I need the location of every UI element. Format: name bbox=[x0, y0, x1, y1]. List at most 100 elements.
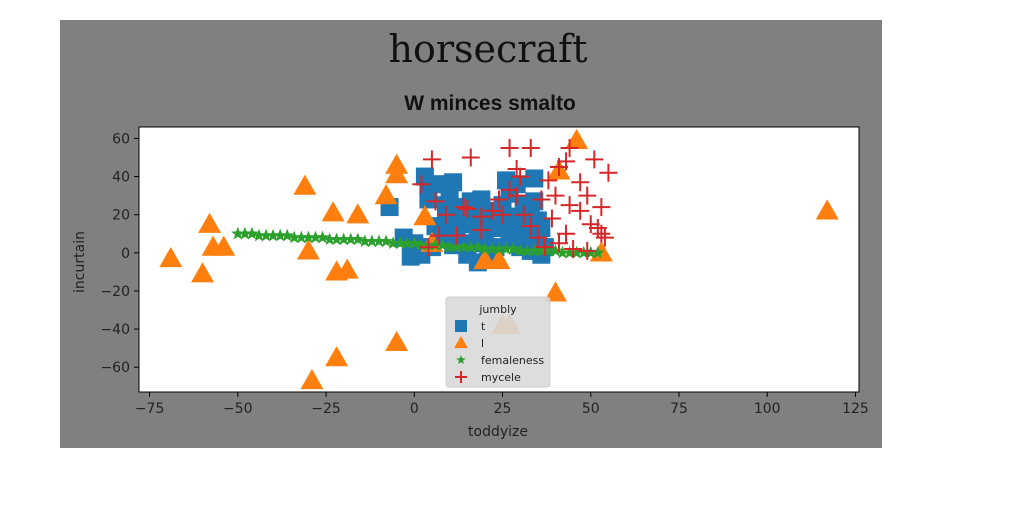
data-point-mycele bbox=[437, 205, 456, 224]
data-point-femaleness bbox=[457, 240, 471, 253]
data-point-femaleness bbox=[365, 234, 379, 248]
data-point-mycele bbox=[564, 240, 583, 259]
data-point-mycele bbox=[571, 201, 590, 220]
data-point-femaleness bbox=[414, 238, 428, 251]
data-point-l bbox=[159, 247, 183, 268]
data-point-mycele bbox=[557, 224, 576, 243]
y-tick-label: −40 bbox=[100, 322, 130, 338]
data-point-mycele bbox=[521, 138, 540, 157]
data-point-l bbox=[565, 128, 589, 149]
data-point-mycele bbox=[542, 209, 561, 228]
data-point-femaleness bbox=[471, 240, 485, 253]
data-point-mycele bbox=[454, 198, 473, 217]
data-point-l bbox=[374, 184, 398, 205]
legend-box bbox=[445, 296, 551, 388]
data-point-femaleness bbox=[379, 234, 393, 248]
y-tick-label: −60 bbox=[100, 360, 130, 376]
data-point-femaleness bbox=[386, 236, 400, 249]
data-point-mycele bbox=[528, 228, 547, 247]
data-point-mycele bbox=[539, 171, 558, 190]
data-point-mycele bbox=[507, 159, 526, 178]
data-point-t bbox=[444, 173, 463, 192]
data-point-mycele bbox=[571, 173, 590, 192]
data-point-femaleness bbox=[287, 230, 301, 244]
x-tick-label: −50 bbox=[223, 401, 253, 417]
data-point-mycele bbox=[507, 186, 526, 205]
data-point-femaleness bbox=[527, 243, 541, 257]
data-point-femaleness bbox=[435, 238, 450, 251]
data-point-femaleness bbox=[584, 245, 598, 259]
legend-marker-l bbox=[454, 336, 468, 349]
legend-title: jumbly bbox=[478, 303, 517, 316]
x-tick-label: 100 bbox=[754, 401, 781, 417]
data-point-femaleness bbox=[238, 226, 252, 240]
x-tick-label: 0 bbox=[410, 401, 419, 417]
data-point-femaleness bbox=[400, 236, 414, 249]
data-point-femaleness bbox=[407, 236, 421, 249]
data-point-l bbox=[325, 346, 349, 367]
data-point-mycele bbox=[490, 190, 508, 209]
series-mycele bbox=[412, 138, 618, 260]
data-point-femaleness bbox=[266, 228, 280, 242]
data-point-l bbox=[346, 203, 370, 224]
data-point-femaleness bbox=[464, 240, 478, 253]
data-point-t bbox=[525, 192, 544, 211]
legend-marker-femaleness bbox=[456, 355, 466, 364]
data-point-femaleness bbox=[337, 232, 351, 246]
data-point-l bbox=[543, 281, 567, 302]
data-point-femaleness bbox=[308, 230, 323, 244]
data-point-femaleness bbox=[315, 230, 330, 244]
data-points bbox=[159, 128, 839, 390]
data-point-mycele bbox=[546, 186, 565, 205]
legend-label-mycele: mycele bbox=[481, 371, 521, 384]
data-point-femaleness bbox=[520, 243, 534, 257]
data-point-mycele bbox=[535, 238, 554, 257]
data-point-femaleness bbox=[485, 242, 499, 255]
legend-label-t: t bbox=[481, 320, 486, 333]
data-point-mycele bbox=[419, 238, 438, 257]
data-point-femaleness bbox=[534, 243, 548, 257]
data-point-femaleness bbox=[358, 234, 372, 248]
data-point-mycele bbox=[482, 201, 501, 220]
data-point-femaleness bbox=[499, 242, 513, 255]
data-point-l bbox=[321, 201, 345, 222]
data-point-mycele bbox=[472, 220, 491, 239]
data-point-mycele bbox=[557, 152, 576, 171]
x-tick-label: 125 bbox=[842, 401, 869, 417]
data-point-femaleness bbox=[330, 232, 344, 246]
data-point-mycele bbox=[532, 190, 551, 209]
data-point-mycele bbox=[592, 198, 611, 217]
y-axis-ticks: −60 −40 −20 0 20 40 60 bbox=[100, 131, 139, 376]
data-point-femaleness bbox=[273, 228, 287, 242]
y-tick-label: 40 bbox=[112, 170, 130, 186]
data-point-femaleness bbox=[506, 242, 520, 255]
data-point-mycele bbox=[585, 150, 604, 169]
data-point-femaleness bbox=[294, 230, 308, 244]
data-point-femaleness bbox=[450, 240, 464, 253]
y-tick-label: 60 bbox=[112, 131, 130, 147]
data-point-t bbox=[472, 190, 491, 209]
x-tick-label: 75 bbox=[670, 401, 688, 417]
legend-marker-mycele bbox=[455, 371, 467, 383]
data-point-mycele bbox=[581, 215, 600, 234]
data-point-l bbox=[385, 163, 409, 184]
data-point-mycele bbox=[592, 224, 611, 243]
data-point-l bbox=[296, 239, 320, 260]
legend: jumbly tl femaleness mycele bbox=[445, 296, 551, 388]
data-point-femaleness bbox=[562, 245, 577, 259]
x-tick-label: −75 bbox=[135, 401, 165, 417]
data-point-l bbox=[335, 258, 359, 279]
data-point-mycele bbox=[447, 226, 466, 245]
data-point-mycele bbox=[521, 217, 540, 236]
data-point-femaleness bbox=[577, 245, 591, 259]
data-point-mycele bbox=[578, 186, 597, 205]
data-point-l bbox=[293, 174, 317, 195]
data-point-femaleness bbox=[428, 238, 443, 251]
legend-marker-t bbox=[455, 320, 467, 332]
data-point-femaleness bbox=[301, 230, 316, 244]
data-point-l bbox=[212, 235, 236, 256]
data-point-femaleness bbox=[280, 228, 294, 242]
x-tick-label: 25 bbox=[494, 401, 512, 417]
